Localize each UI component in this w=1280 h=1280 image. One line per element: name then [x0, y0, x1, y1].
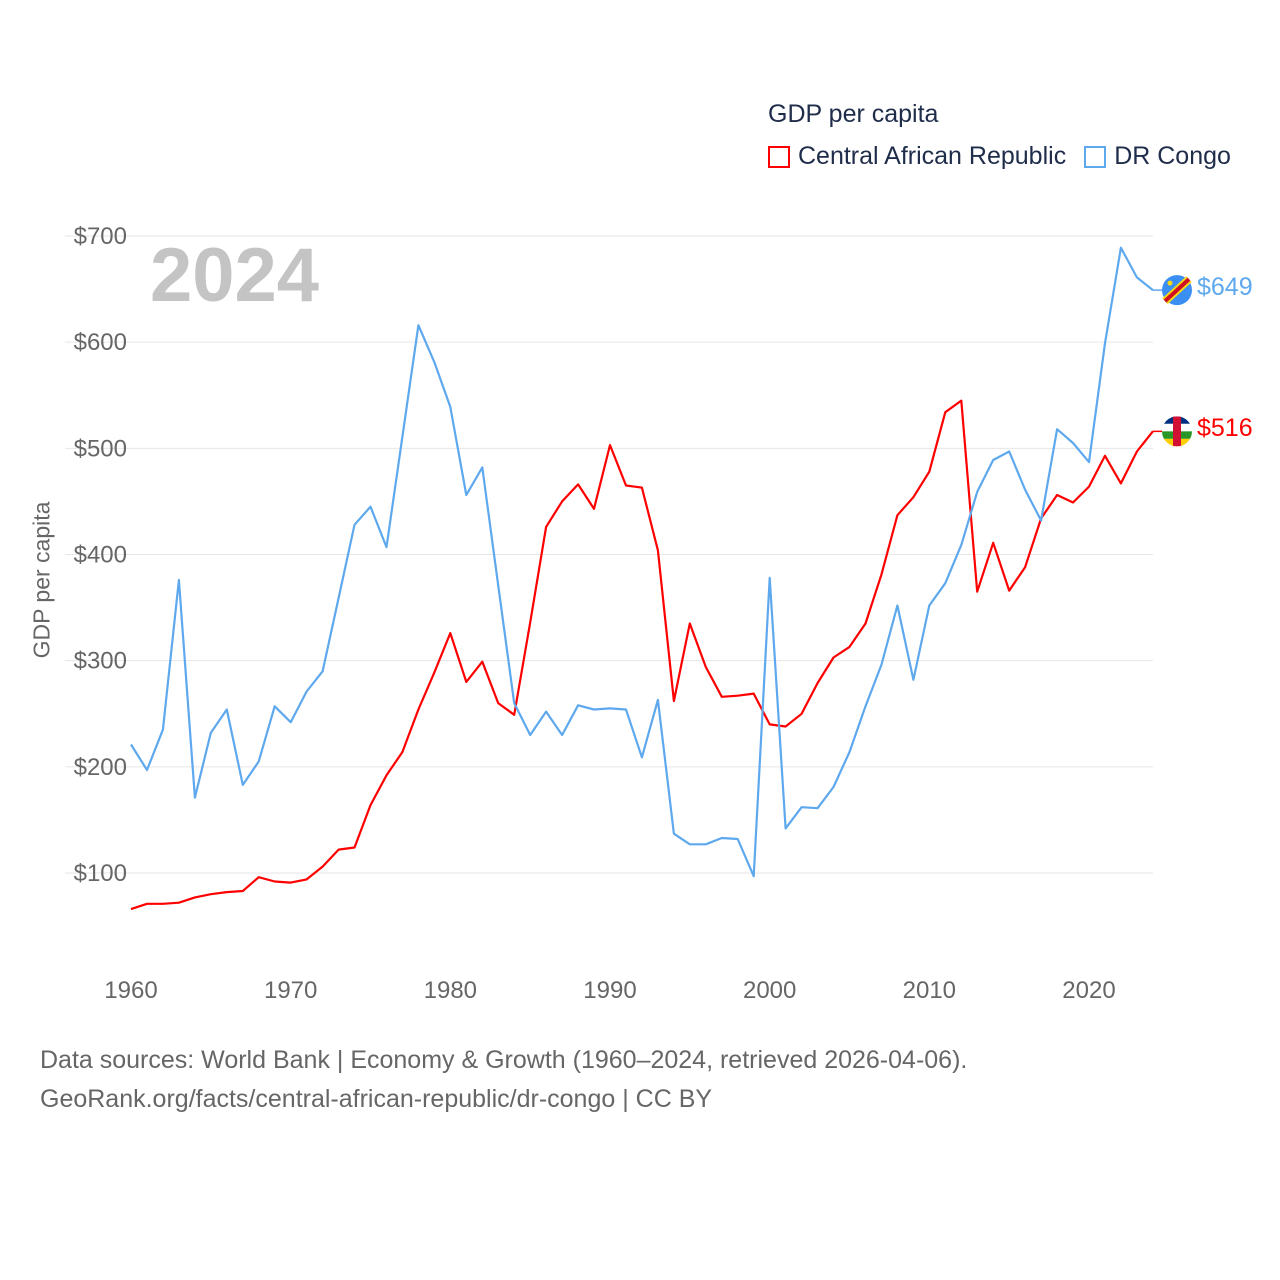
y-tick-label: $100 — [74, 860, 127, 887]
y-tick-label: $500 — [74, 435, 127, 462]
x-tick-label: 2010 — [903, 977, 956, 1004]
legend: Central African Republic DR Congo — [768, 142, 1249, 171]
y-tick-label: $400 — [74, 542, 127, 569]
footer-link[interactable]: GeoRank.org/facts/central-african-republ… — [40, 1085, 713, 1113]
y-tick-label: $700 — [74, 223, 127, 250]
legend-swatch-drc — [1084, 145, 1107, 168]
series-line-0 — [130, 399, 1154, 911]
car-flag-stripe — [1173, 416, 1181, 447]
y-tick-label: $300 — [74, 648, 127, 675]
legend-item-drc[interactable]: DR Congo — [1084, 142, 1231, 171]
drc-flag-stripe — [1163, 277, 1191, 303]
x-tick-label: 2000 — [743, 977, 796, 1004]
y-axis-label: GDP per capita — [28, 501, 55, 659]
year-label: 2024 — [150, 233, 320, 318]
x-tick-label: 1970 — [264, 977, 317, 1004]
y-tick-label: $200 — [74, 754, 127, 781]
end-label-car: $516 — [1197, 414, 1253, 442]
footer-sources: Data sources: World Bank | Economy & Gro… — [40, 1046, 968, 1074]
drc-flag-star — [1167, 280, 1173, 286]
legend-item-car[interactable]: Central African Republic — [768, 142, 1066, 171]
legend-title: GDP per capita — [768, 100, 939, 128]
legend-label-drc: DR Congo — [1114, 142, 1231, 170]
x-tick-label: 2020 — [1062, 977, 1115, 1004]
y-tick-label: $600 — [74, 329, 127, 356]
x-tick-label: 1980 — [424, 977, 477, 1004]
legend-label-car: Central African Republic — [798, 142, 1067, 170]
end-label-drc: $649 — [1197, 273, 1253, 301]
series-line-1 — [130, 246, 1154, 878]
x-tick-label: 1960 — [104, 977, 157, 1004]
x-tick-label: 1990 — [583, 977, 636, 1004]
legend-swatch-car — [768, 145, 790, 168]
